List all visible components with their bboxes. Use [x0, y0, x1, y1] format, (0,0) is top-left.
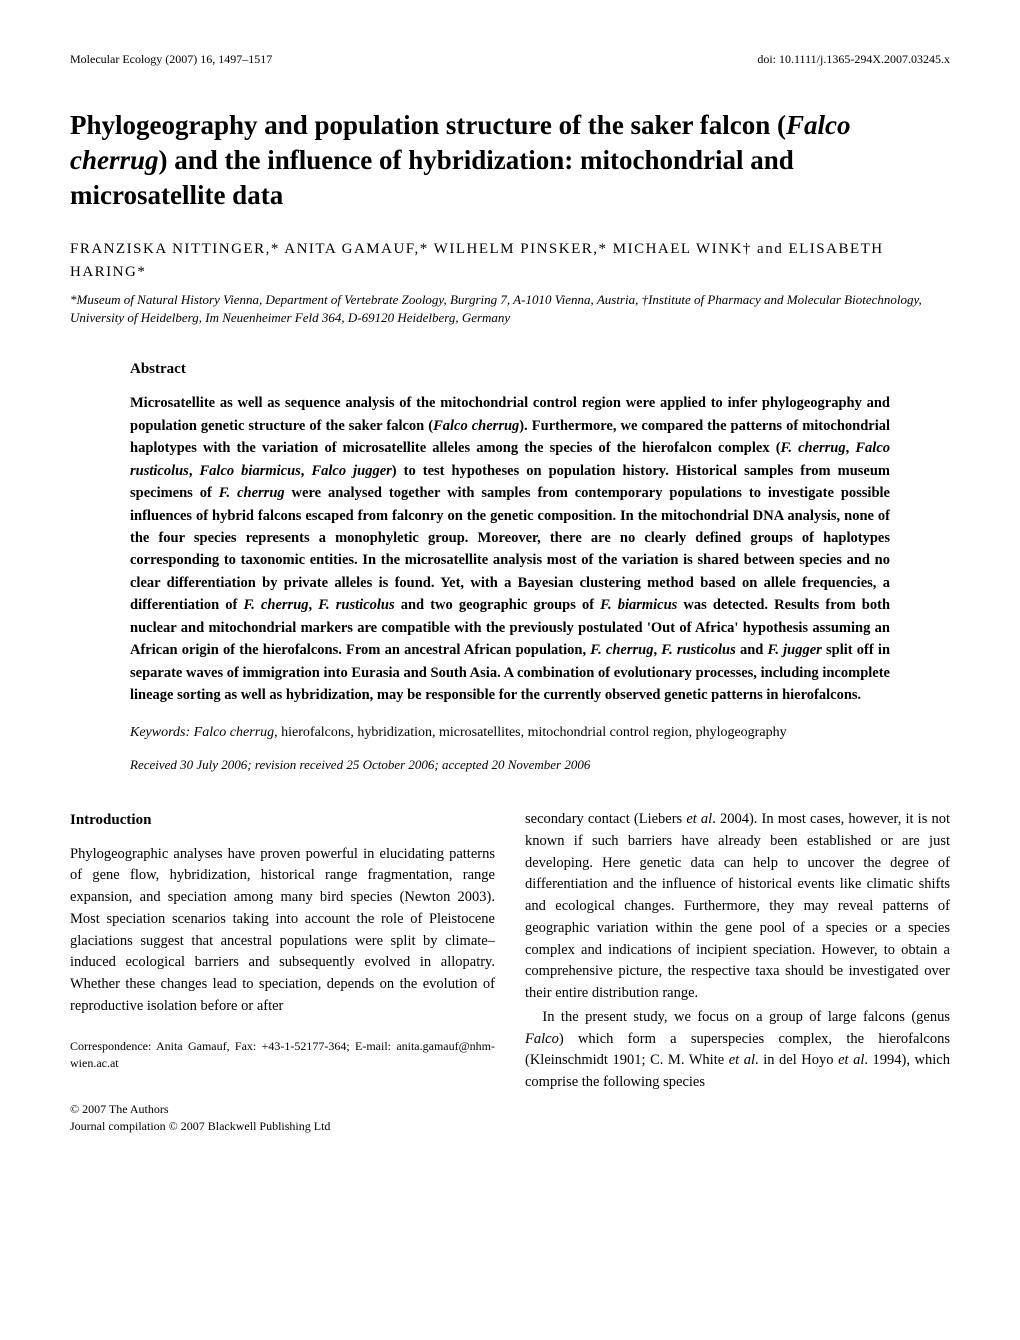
correspondence-info: Correspondence: Anita Gamauf, Fax: +43-1… [70, 1038, 495, 1072]
author-list: FRANZISKA NITTINGER,* ANITA GAMAUF,* WIL… [70, 238, 950, 283]
abstract-section: Abstract Microsatellite as well as seque… [130, 358, 890, 775]
intro-paragraph-1: Phylogeographic analyses have proven pow… [70, 844, 495, 1018]
right-column: secondary contact (Liebers et al. 2004).… [525, 809, 950, 1135]
copyright-footer: © 2007 The Authors Journal compilation ©… [70, 1101, 495, 1135]
page-header: Molecular Ecology (2007) 16, 1497–1517 d… [70, 50, 950, 68]
journal-citation: Molecular Ecology (2007) 16, 1497–1517 [70, 50, 272, 68]
doi-text: doi: 10.1111/j.1365-294X.2007.03245.x [757, 50, 950, 68]
copyright-line-1: © 2007 The Authors [70, 1101, 495, 1118]
introduction-heading: Introduction [70, 809, 495, 832]
intro-paragraph-3: In the present study, we focus on a grou… [525, 1007, 950, 1094]
article-title: Phylogeography and population structure … [70, 108, 950, 213]
intro-paragraph-2: secondary contact (Liebers et al. 2004).… [525, 809, 950, 1005]
copyright-line-2: Journal compilation © 2007 Blackwell Pub… [70, 1118, 495, 1135]
received-dates: Received 30 July 2006; revision received… [130, 755, 890, 775]
left-column: Introduction Phylogeographic analyses ha… [70, 809, 495, 1135]
abstract-text: Microsatellite as well as sequence analy… [130, 392, 890, 707]
abstract-heading: Abstract [130, 358, 890, 381]
keywords-line: Keywords: Falco cherrug, hierofalcons, h… [130, 722, 890, 743]
keywords-label: Keywords: [130, 725, 190, 740]
body-columns: Introduction Phylogeographic analyses ha… [70, 809, 950, 1135]
affiliations: *Museum of Natural History Vienna, Depar… [70, 291, 950, 327]
